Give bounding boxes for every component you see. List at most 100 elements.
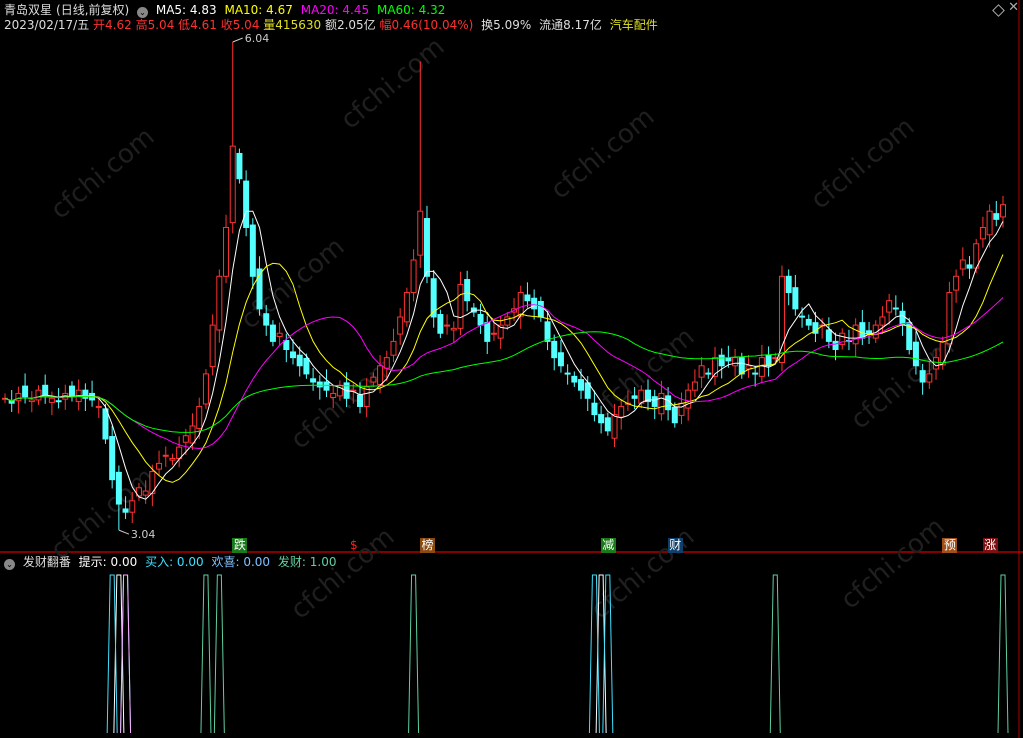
candle-body (477, 314, 484, 326)
joy-value: 欢喜: 0.00 (211, 555, 271, 569)
ma20-label: MA20: 4.45 (300, 3, 370, 17)
candle-body (778, 275, 785, 364)
watermark-text: cfchi.com (335, 32, 450, 135)
candle-body (403, 292, 410, 323)
candle-body (444, 324, 451, 327)
candle-body (638, 389, 645, 404)
watermark-text: cfchi.com (835, 512, 950, 615)
candle-body (571, 375, 578, 383)
indicator-spike (213, 574, 225, 734)
candle-body (631, 395, 638, 399)
close-icon[interactable]: ✕ (1008, 0, 1019, 15)
indicator-spike (408, 574, 420, 734)
signal-marker[interactable]: 涨 (982, 538, 998, 553)
dropdown-icon[interactable]: ⌄ (4, 559, 15, 570)
signal-marker[interactable]: 榜 (419, 538, 435, 553)
candle-body (283, 340, 290, 351)
candle-body (738, 357, 745, 375)
ma10-line (4, 254, 1004, 483)
candle-body (256, 268, 263, 310)
high-value: 高5.04 (135, 18, 175, 32)
candle-body (892, 307, 899, 310)
candle-body (537, 301, 544, 318)
volume-value: 量415630 (263, 18, 322, 32)
indicator-spike (588, 574, 600, 734)
ma10-label: MA10: 4.67 (224, 3, 293, 17)
candle-body (55, 400, 62, 403)
candle-body (423, 218, 430, 277)
candle-body (705, 372, 712, 375)
candle-body (290, 351, 297, 359)
candle-body (912, 341, 919, 367)
candle-body (109, 436, 116, 481)
candle-body (202, 373, 209, 405)
candle-body (685, 389, 692, 409)
candle-body (645, 389, 652, 403)
indicator-spike (200, 574, 212, 734)
turnover-value: 换5.09% (481, 18, 532, 32)
indicator-spike (602, 574, 614, 734)
candle-body (82, 389, 89, 399)
sector-link[interactable]: 汽车配件 (609, 18, 658, 32)
signal-marker[interactable]: 减 (600, 538, 616, 553)
open-value: 开4.62 (93, 18, 132, 32)
candle-body (296, 354, 303, 367)
annotation-label: 3.04 (131, 528, 156, 541)
signal-marker[interactable]: $ (349, 538, 358, 552)
candle-body (517, 292, 524, 317)
watermark-text: cfchi.com (805, 112, 920, 215)
candle-body (169, 458, 176, 461)
candle-body (591, 402, 598, 416)
candle-body (651, 396, 658, 407)
indicator-lines (106, 574, 1009, 734)
candle-body (698, 365, 705, 378)
candle-body (524, 294, 531, 302)
indicator-spike (997, 574, 1009, 734)
candle-body (28, 399, 35, 403)
indicator-spike (106, 574, 118, 734)
candle-body (805, 318, 812, 326)
moving-averages (4, 210, 1004, 500)
buy-value: 买入: 0.00 (145, 555, 204, 569)
candle-body (531, 297, 538, 310)
candle-body (457, 283, 464, 329)
candle-body (557, 352, 564, 367)
candle-body (598, 414, 605, 424)
candle-body (718, 354, 725, 367)
watermark-text: cfchi.com (285, 352, 400, 455)
candle-body (437, 314, 444, 334)
candle-body (182, 435, 189, 443)
candle-body (758, 357, 765, 377)
fortune-value: 发财: 1.00 (277, 555, 337, 569)
candle-body (464, 279, 471, 302)
candle-body (310, 378, 317, 383)
candle-body (959, 259, 966, 270)
candle-body (383, 357, 390, 369)
candle-body (564, 372, 571, 375)
signal-marker[interactable]: 财 (667, 538, 683, 553)
candle-body (658, 392, 665, 415)
candle-body (356, 394, 363, 407)
stock-name[interactable]: 青岛双星 (4, 3, 53, 17)
indicator-name[interactable]: 发财翻番 (22, 555, 71, 569)
annotation-label: 6.04 (245, 32, 270, 45)
candle-body (671, 406, 678, 424)
candle-body (236, 152, 243, 180)
signal-marker[interactable]: 跌 (232, 538, 248, 553)
candle-body (839, 332, 846, 346)
candle-body (142, 490, 149, 496)
candle-body (209, 324, 216, 368)
watermark-text: cfchi.com (285, 522, 400, 625)
dropdown-icon[interactable]: ⌄ (137, 7, 149, 18)
candle-body (243, 180, 250, 228)
candle-body (953, 275, 960, 291)
candle-body (732, 357, 739, 367)
candle-body (765, 354, 772, 367)
signal-marker[interactable]: 预 (942, 538, 958, 553)
candle-body (611, 414, 618, 439)
annotation-pointer (232, 37, 243, 43)
candle-body (363, 386, 370, 407)
candle-body (42, 384, 49, 396)
ma60-label: MA60: 4.32 (376, 3, 446, 17)
